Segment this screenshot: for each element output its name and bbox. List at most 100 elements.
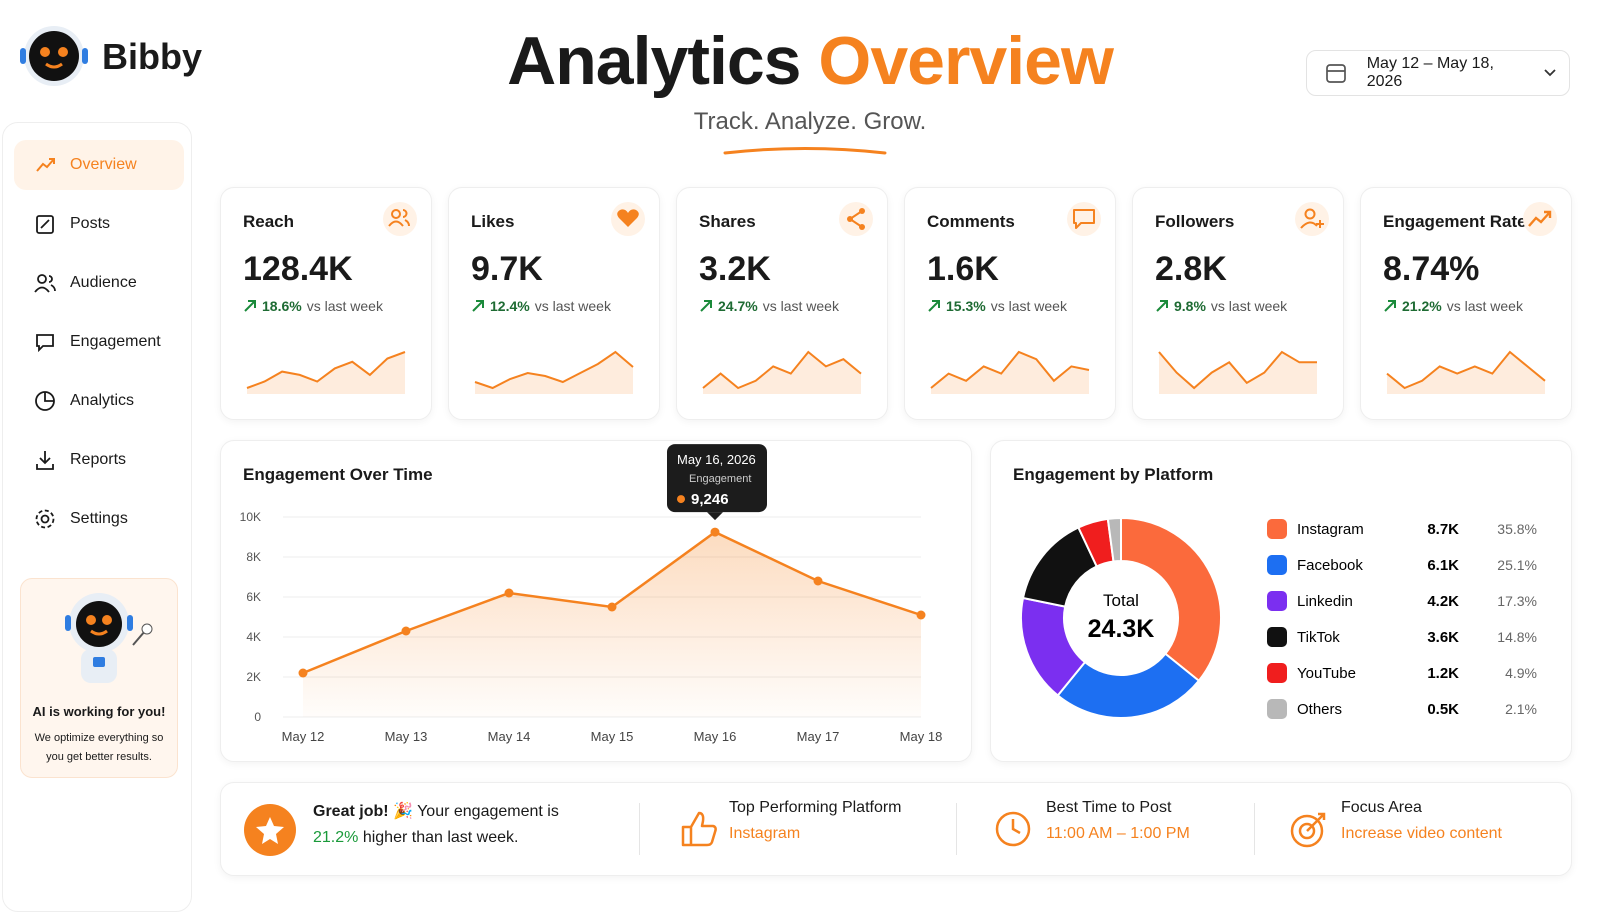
trend-arrow [700,300,712,312]
legend-icon [1267,591,1287,611]
kpi-card: Reach 128.4K 18.6% vs last week [220,187,432,420]
nav-icon [36,451,54,470]
legend-count: 3.6K [1427,629,1459,646]
kpi-change: 9.8% vs last week [1155,298,1287,314]
nav-item[interactable]: Analytics [14,376,184,426]
sparkline [246,351,406,394]
nav-item[interactable]: Audience [14,258,184,308]
insight: Focus Area Increase video content [1341,799,1502,843]
legend-count: 4.2K [1427,593,1459,610]
sparkline [474,350,634,394]
point [916,610,926,620]
donut-chart: Total 24.3K Instagram 8.7K 35.8% Facebook 6.1K… [1020,516,1537,719]
nav-item[interactable]: Overview [14,140,184,190]
sparkline [702,350,862,394]
y-tick-label: 2K [246,670,261,684]
kpi-card: Shares 3.2K 24.7% vs last week [676,187,888,420]
nav-icon [36,158,55,172]
sparkline-area [703,352,861,394]
nav-icon [35,391,55,411]
y-tick-label: 6K [246,590,261,604]
kpi-icon [1295,202,1329,236]
legend-count: 0.5K [1427,701,1459,718]
legend-percent: 14.8% [1497,629,1537,645]
kpi-card: Engagement Rate 8.74% 21.2% vs last week [1360,187,1572,420]
y-tick-label: 0 [254,710,261,724]
kpi-icon [611,202,645,236]
donut-segment [1120,516,1222,683]
divider [639,803,640,855]
kpi-card: Comments 1.6K 15.3% vs last week [904,187,1116,420]
sparkline-line [702,350,862,390]
nav-label: Settings [70,510,128,527]
sparkline-line [1386,350,1546,390]
legend-count: 8.7K [1427,521,1459,538]
nav-item[interactable]: Engagement [14,317,184,367]
kpi-change-value: 9.8% [1174,298,1206,314]
date-picker[interactable]: May 12 – May 18, 2026 [1306,50,1570,96]
divider [1254,803,1255,855]
point [813,576,823,586]
kpi-change-value: 15.3% [946,298,986,314]
title-accent: Overview [818,23,1113,99]
point [710,527,720,537]
nav-label: Posts [70,215,111,232]
sparkline-area [931,352,1089,394]
chevron [1544,69,1556,77]
nav-item[interactable]: Posts [14,199,184,249]
x-tick-label: May 13 [385,729,428,744]
brand-name: Bibby [102,36,203,77]
legend-percent: 25.1% [1497,557,1537,573]
sparkline-line [474,350,634,390]
donut-chart-card: Engagement by Platform Total 24.3K Instagr… [990,440,1572,762]
sparkline-area [475,352,633,394]
praise-text-end: higher than last week. [362,829,519,846]
thumb-icon [681,811,717,847]
kpi-value: 1.6K [927,250,999,288]
logo-icon [20,26,88,86]
area [303,532,921,717]
tooltip-box [667,444,767,513]
trend-arrow [1156,300,1168,312]
point [504,588,514,598]
insight: Best Time to Post 11:00 AM – 1:00 PM [1046,799,1190,843]
praise: Great job! 🎉 Your engagement is 21.2% hi… [313,799,559,851]
donut-center-label: Total [1103,591,1139,610]
nav-icon [36,215,54,234]
kpi-change-note: vs last week [1210,298,1288,314]
kpi-change: 18.6% vs last week [243,298,383,314]
sparkline [930,350,1090,394]
kpi-value: 9.7K [471,250,543,288]
kpi-label: Engagement Rate [1383,212,1527,231]
praise-text: Your engagement is [417,803,559,820]
sparkline-area [247,352,405,394]
promo-card: AI is working for you! We optimize every… [20,578,178,778]
insight: Top Performing Platform Instagram [729,799,902,843]
page-title: Analytics Overview [410,22,1210,100]
legend-icon [1267,627,1287,647]
legend-percent: 2.1% [1505,701,1537,717]
kpi-change-note: vs last week [534,298,611,314]
kpi-change-value: 18.6% [262,298,302,314]
star-icon [244,804,296,856]
nav-icon [35,509,55,529]
kpi-value: 128.4K [243,250,353,288]
sparkline [1158,350,1317,394]
nav-item[interactable]: Reports [14,435,184,485]
tooltip-title: May 16, 2026 [677,452,756,467]
insight-value: Increase video content [1341,825,1502,842]
sparkline-area [1387,352,1545,394]
kpi-value: 8.74% [1383,250,1480,288]
title-main: Analytics [507,23,801,99]
kpi-label: Comments [927,212,1015,231]
legend-label: Others [1297,701,1342,718]
target-icon [1290,812,1326,848]
kpi-change-note: vs last week [306,298,383,314]
promo-text: We optimize everything so you get better… [34,732,164,763]
kpi-icon [1067,202,1101,236]
x-tick-label: May 18 [900,729,943,744]
nav-item[interactable]: Settings [14,494,184,544]
donut-center-value: 24.3K [1088,615,1155,643]
legend-percent: 35.8% [1497,521,1537,537]
